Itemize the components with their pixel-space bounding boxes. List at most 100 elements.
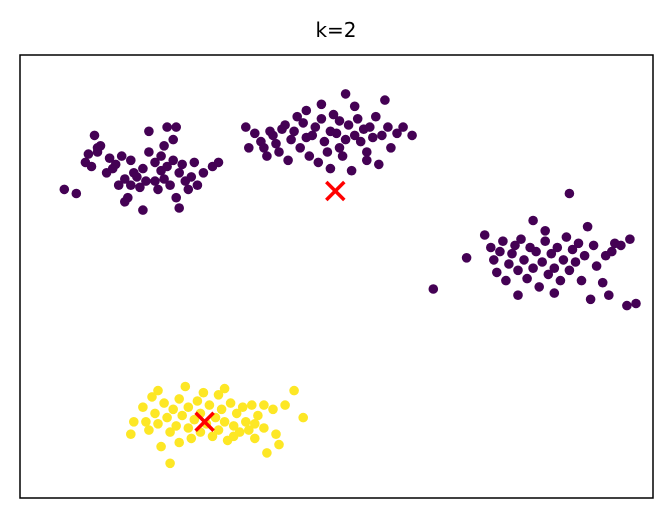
cluster-0-point [286,134,296,145]
cluster-0-point [343,120,354,130]
cluster-0-point [116,151,127,161]
cluster-0-point [576,275,587,286]
cluster-0-point [340,89,351,99]
cluster-0-point [585,294,596,305]
cluster-1-point [159,398,169,408]
cluster-1-point [138,402,148,413]
cluster-0-point [597,277,608,288]
cluster-0-point [89,130,100,141]
cluster-0-point [371,111,381,122]
cluster-0-point [92,143,103,153]
cluster-0-point [159,174,169,184]
cluster-0-point [540,236,550,246]
cluster-0-point [325,163,336,174]
cluster-1-point [183,402,194,413]
cluster-0-point [174,203,184,213]
cluster-1-point [126,429,136,440]
cluster-0-point [498,236,508,246]
cluster-0-point [241,122,251,132]
cluster-0-point [622,300,632,311]
cluster-1-point [150,408,160,419]
cluster-1-point [237,402,248,413]
cluster-0-point [132,172,142,182]
cluster-0-point [153,184,163,195]
cluster-0-point [280,120,290,130]
cluster-1-point [241,417,251,427]
cluster-0-point [479,230,490,240]
cluster-1-point [231,408,242,419]
cluster-0-point [564,188,575,199]
cluster-0-point [86,161,97,172]
cluster-0-point [377,130,387,141]
cluster-1-point [171,421,181,431]
cluster-0-point [504,259,514,269]
cluster-0-point [198,168,209,178]
cluster-0-point [522,273,532,284]
cluster-0-point [591,261,602,271]
cluster-0-point [549,288,560,298]
cluster-1-point [153,385,163,396]
cluster-0-point [138,163,148,174]
cluster-0-point [292,111,303,122]
cluster-0-point [334,116,345,126]
cluster-0-point [558,255,569,265]
cluster-1-point [192,396,203,406]
cluster-0-point [552,242,563,253]
cluster-0-point [365,122,375,132]
cluster-1-point [204,400,215,410]
cluster-0-point [625,234,635,244]
cluster-0-point [604,290,614,301]
cluster-0-point [310,122,321,132]
cluster-1-point [289,385,299,396]
cluster-1-point [162,412,172,423]
cluster-1-point [165,427,175,437]
cluster-0-point [319,136,330,147]
cluster-0-point [174,168,184,178]
cluster-0-point [549,263,560,274]
cluster-0-point [250,128,260,139]
cluster-0-point [259,143,269,153]
cluster-0-point [295,143,306,153]
cluster-0-point [135,182,145,193]
cluster-0-point [349,101,360,112]
cluster-0-point [71,188,82,199]
cluster-1-point [274,439,284,450]
cluster-0-point [398,122,408,132]
cluster-1-point [189,414,200,425]
cluster-1-point [250,433,260,444]
cluster-0-point [289,126,299,137]
cluster-1-point [271,429,281,440]
centroid-0-x-marker [325,180,346,202]
cluster-0-point [407,130,417,141]
cluster-0-point [582,221,593,232]
cluster-0-point [567,244,578,255]
cluster-0-point [328,109,339,120]
cluster-0-point [171,192,181,203]
cluster-1-point [280,400,290,410]
chart-title: k=2 [315,18,356,42]
cluster-0-point [126,180,136,190]
cluster-1-point [168,404,178,415]
cluster-1-point [262,448,272,458]
cluster-0-point [192,180,203,190]
cluster-0-point [362,155,372,166]
cluster-1-point [247,400,257,410]
cluster-0-point [150,176,160,186]
cluster-0-point [352,114,363,124]
cluster-1-point [213,425,224,435]
cluster-0-point [346,165,357,176]
cluster-0-point [150,157,160,168]
cluster-1-point [144,425,154,435]
cluster-0-point [301,105,312,116]
centroid-1-x-marker [194,411,215,432]
cluster-0-point [492,267,502,278]
cluster-1-point [153,419,163,429]
cluster-0-point [120,197,130,207]
cluster-1-point [180,381,191,392]
cluster-0-point [59,184,70,195]
cluster-1-point [156,441,166,452]
cluster-0-point [186,172,197,182]
cluster-1-point [244,425,254,435]
cluster-1-point [213,390,224,400]
